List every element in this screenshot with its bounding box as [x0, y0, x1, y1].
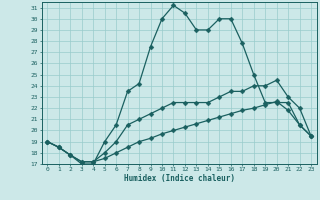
- X-axis label: Humidex (Indice chaleur): Humidex (Indice chaleur): [124, 174, 235, 183]
